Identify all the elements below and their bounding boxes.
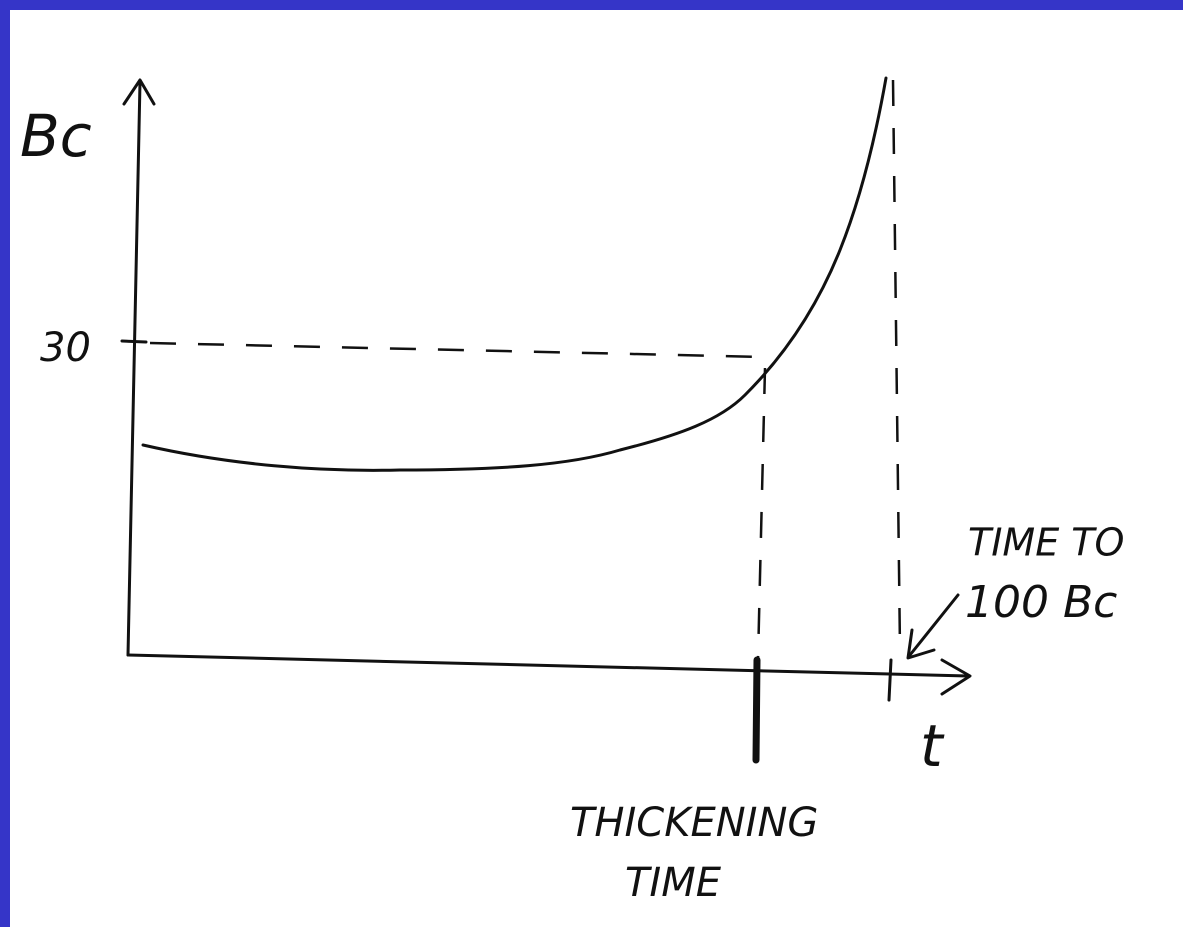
annotation-text: 100 Bc	[965, 577, 1117, 628]
guide-thickening	[756, 367, 767, 661]
guide-30	[149, 341, 766, 359]
tick-100	[887, 658, 893, 702]
x-axis	[126, 653, 970, 678]
y-axis-arrow	[122, 78, 156, 106]
annotation-arrow	[908, 593, 960, 657]
annotation-text: TIME	[625, 860, 722, 906]
consistency-curve	[141, 76, 888, 472]
x-axis-arrow	[940, 658, 972, 696]
x-axis-label: t	[920, 712, 945, 780]
y-axis	[126, 80, 142, 657]
annotation-arrow-head	[906, 628, 936, 660]
y-tick	[120, 339, 148, 344]
tick-thickening	[752, 656, 761, 764]
guide-100	[891, 79, 902, 651]
y-axis-label: Bc	[20, 102, 92, 170]
canvas	[10, 10, 1183, 927]
annotation-text: THICKENING	[570, 800, 818, 846]
y-tick-label: 30	[40, 325, 91, 371]
annotation-text: TIME TO	[968, 521, 1124, 565]
